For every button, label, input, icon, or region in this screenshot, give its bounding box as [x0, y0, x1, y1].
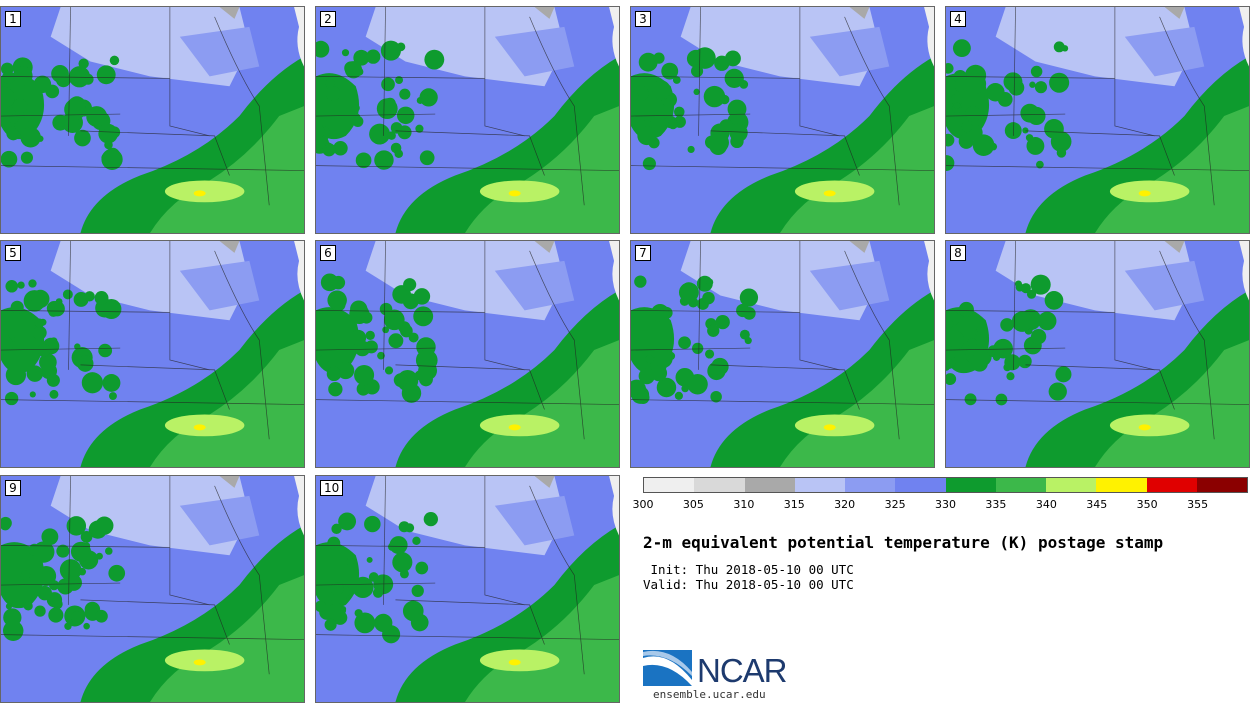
valid-time: Valid: Thu 2018-05-10 00 UTC — [643, 577, 854, 592]
stamp-member-label: 5 — [5, 245, 21, 261]
stamp-member-label: 9 — [5, 480, 21, 496]
colorbar-tick-label: 335 — [985, 498, 1007, 511]
colorbar-segment — [1196, 478, 1247, 492]
colorbar-tick-label: 340 — [1035, 498, 1057, 511]
postage-stamp-map: 3 — [630, 6, 935, 234]
ncar-logo-icon — [643, 650, 692, 686]
stamp-member-label: 8 — [950, 245, 966, 261]
stamp-member-label: 3 — [635, 11, 651, 27]
postage-stamp-map: 4 — [945, 6, 1250, 234]
postage-stamp-map: 6 — [315, 240, 620, 468]
colorbar-tick-label: 345 — [1086, 498, 1108, 511]
colorbar-tick-label: 355 — [1187, 498, 1209, 511]
colorbar-tick-label: 320 — [834, 498, 856, 511]
postage-stamp-map: 9 — [0, 475, 305, 703]
stamp-member-label: 1 — [5, 11, 21, 27]
postage-stamp-map: 10 — [315, 475, 620, 703]
colorbar-segment — [744, 478, 795, 492]
colorbar-segment — [995, 478, 1046, 492]
colorbar-segment — [945, 478, 996, 492]
colorbar-tick-label: 330 — [935, 498, 956, 511]
colorbar-segment — [1096, 478, 1147, 492]
postage-stamp-map: 2 — [315, 6, 620, 234]
postage-stamp-map: 5 — [0, 240, 305, 468]
colorbar-tick-label: 325 — [884, 498, 906, 511]
postage-stamp-map: 8 — [945, 240, 1250, 468]
colorbar-segment — [694, 478, 745, 492]
colorbar-tick-label: 315 — [783, 498, 805, 511]
figure-title: 2-m equivalent potential temperature (K)… — [643, 533, 1164, 552]
colorbar-segment — [794, 478, 845, 492]
website-link[interactable]: ensemble.ucar.edu — [653, 688, 766, 701]
colorbar-segment — [1146, 478, 1197, 492]
postage-stamp-map: 1 — [0, 6, 305, 234]
colorbar-tick-label: 310 — [733, 498, 755, 511]
postage-stamp-map: 7 — [630, 240, 935, 468]
colorbar-segment — [895, 478, 946, 492]
ncar-logo-text: NCAR — [697, 652, 788, 689]
stamp-member-label: 7 — [635, 245, 651, 261]
init-time: Init: Thu 2018-05-10 00 UTC — [643, 562, 854, 577]
colorbar-segment — [1046, 478, 1097, 492]
stamp-member-label: 4 — [950, 11, 966, 27]
colorbar-tick-label: 350 — [1136, 498, 1158, 511]
colorbar-tick-label: 305 — [682, 498, 704, 511]
colorbar — [643, 477, 1248, 493]
stamp-member-label: 2 — [320, 11, 336, 27]
colorbar-segment — [644, 478, 695, 492]
colorbar-tick-label: 300 — [632, 498, 654, 511]
stamp-member-label: 10 — [320, 480, 344, 496]
stamp-member-label: 6 — [320, 245, 336, 261]
colorbar-segment — [845, 478, 896, 492]
